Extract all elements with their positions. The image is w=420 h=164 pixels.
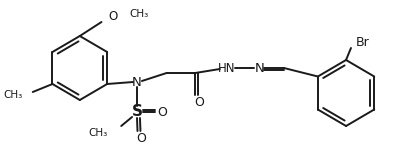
Text: O: O xyxy=(158,105,168,119)
Text: N: N xyxy=(255,62,264,74)
Text: O: O xyxy=(136,133,146,145)
Text: Br: Br xyxy=(356,35,370,49)
Text: O: O xyxy=(194,96,204,110)
Text: S: S xyxy=(131,104,142,120)
Text: N: N xyxy=(132,75,142,89)
Text: O: O xyxy=(109,10,118,23)
Text: CH₃: CH₃ xyxy=(4,90,23,100)
Text: HN: HN xyxy=(218,62,236,74)
Text: CH₃: CH₃ xyxy=(88,128,108,138)
Text: CH₃: CH₃ xyxy=(129,9,148,19)
